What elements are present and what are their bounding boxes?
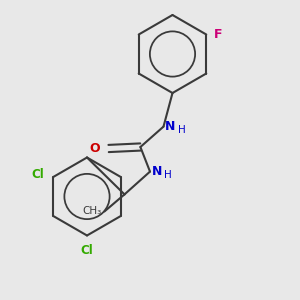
Text: O: O: [90, 142, 100, 155]
Text: H: H: [178, 125, 186, 135]
Text: Cl: Cl: [32, 167, 44, 181]
Text: CH₃: CH₃: [82, 206, 101, 217]
Text: N: N: [152, 165, 162, 178]
Text: H: H: [164, 170, 172, 180]
Text: N: N: [165, 120, 175, 133]
Text: Cl: Cl: [81, 244, 93, 257]
Text: F: F: [214, 28, 222, 41]
